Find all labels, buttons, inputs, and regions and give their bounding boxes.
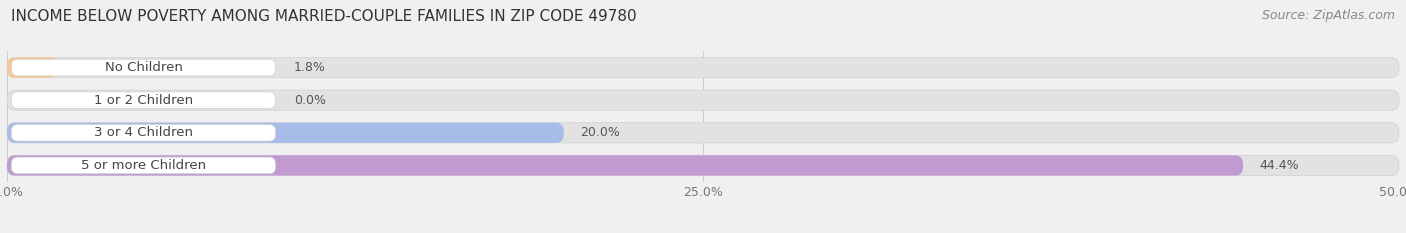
FancyBboxPatch shape [7,123,564,143]
Text: 3 or 4 Children: 3 or 4 Children [94,126,193,139]
Text: 20.0%: 20.0% [581,126,620,139]
FancyBboxPatch shape [7,123,1399,143]
Text: 5 or more Children: 5 or more Children [82,159,207,172]
Text: INCOME BELOW POVERTY AMONG MARRIED-COUPLE FAMILIES IN ZIP CODE 49780: INCOME BELOW POVERTY AMONG MARRIED-COUPL… [11,9,637,24]
FancyBboxPatch shape [11,59,276,76]
FancyBboxPatch shape [11,157,276,174]
FancyBboxPatch shape [11,92,276,109]
FancyBboxPatch shape [7,58,1399,78]
FancyBboxPatch shape [7,155,1399,175]
Text: 0.0%: 0.0% [294,94,326,107]
Text: No Children: No Children [104,61,183,74]
FancyBboxPatch shape [7,90,1399,110]
FancyBboxPatch shape [11,124,276,141]
Text: 1 or 2 Children: 1 or 2 Children [94,94,193,107]
Text: 1.8%: 1.8% [294,61,326,74]
FancyBboxPatch shape [7,155,1243,175]
FancyBboxPatch shape [7,58,58,78]
Text: 44.4%: 44.4% [1260,159,1299,172]
Text: Source: ZipAtlas.com: Source: ZipAtlas.com [1261,9,1395,22]
